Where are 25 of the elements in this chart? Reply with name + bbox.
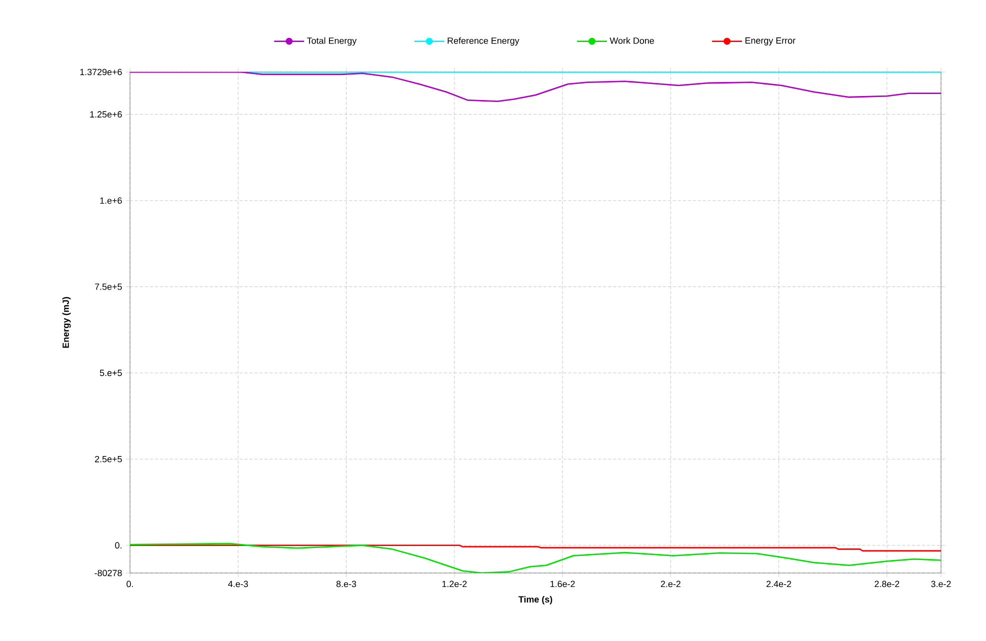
x-tick-label: 2.e-2 [660,580,680,588]
y-tick-label: 5.e+5 [100,370,122,376]
legend-label: Energy Error [745,37,796,46]
x-tick-label: 8.e-3 [336,580,356,588]
x-tick-label: 3.e-2 [931,580,951,588]
legend-label: Work Done [610,37,654,44]
y-tick-label: 7.5e+5 [95,284,122,290]
legend-label: Total Energy [307,37,357,46]
y-tick-label: 0. [115,542,122,549]
x-tick-label: 1.6e-2 [550,580,575,588]
y-tick-label: 1.3729e+6 [80,68,122,76]
x-tick-label: 1.2e-2 [442,580,467,588]
x-tick-label: 2.4e-2 [766,580,792,588]
line-series [130,542,942,573]
x-tick-label: 0. [126,580,133,588]
x-tick-label: 4.e-3 [228,580,248,588]
y-tick-label: 2.5e+5 [95,456,122,462]
y-tick-label: 1.25e+6 [90,111,122,118]
x-tick-label: 2.8e-2 [874,580,900,588]
y-tick-label: -80278 [94,570,122,576]
line-series [130,72,942,102]
y-axis-title: Energy (mJ) [62,297,71,348]
legend-label: Reference Energy [448,37,520,46]
x-axis-title: Time (s) [518,596,552,604]
y-tick-label: 1.e+6 [100,197,122,204]
